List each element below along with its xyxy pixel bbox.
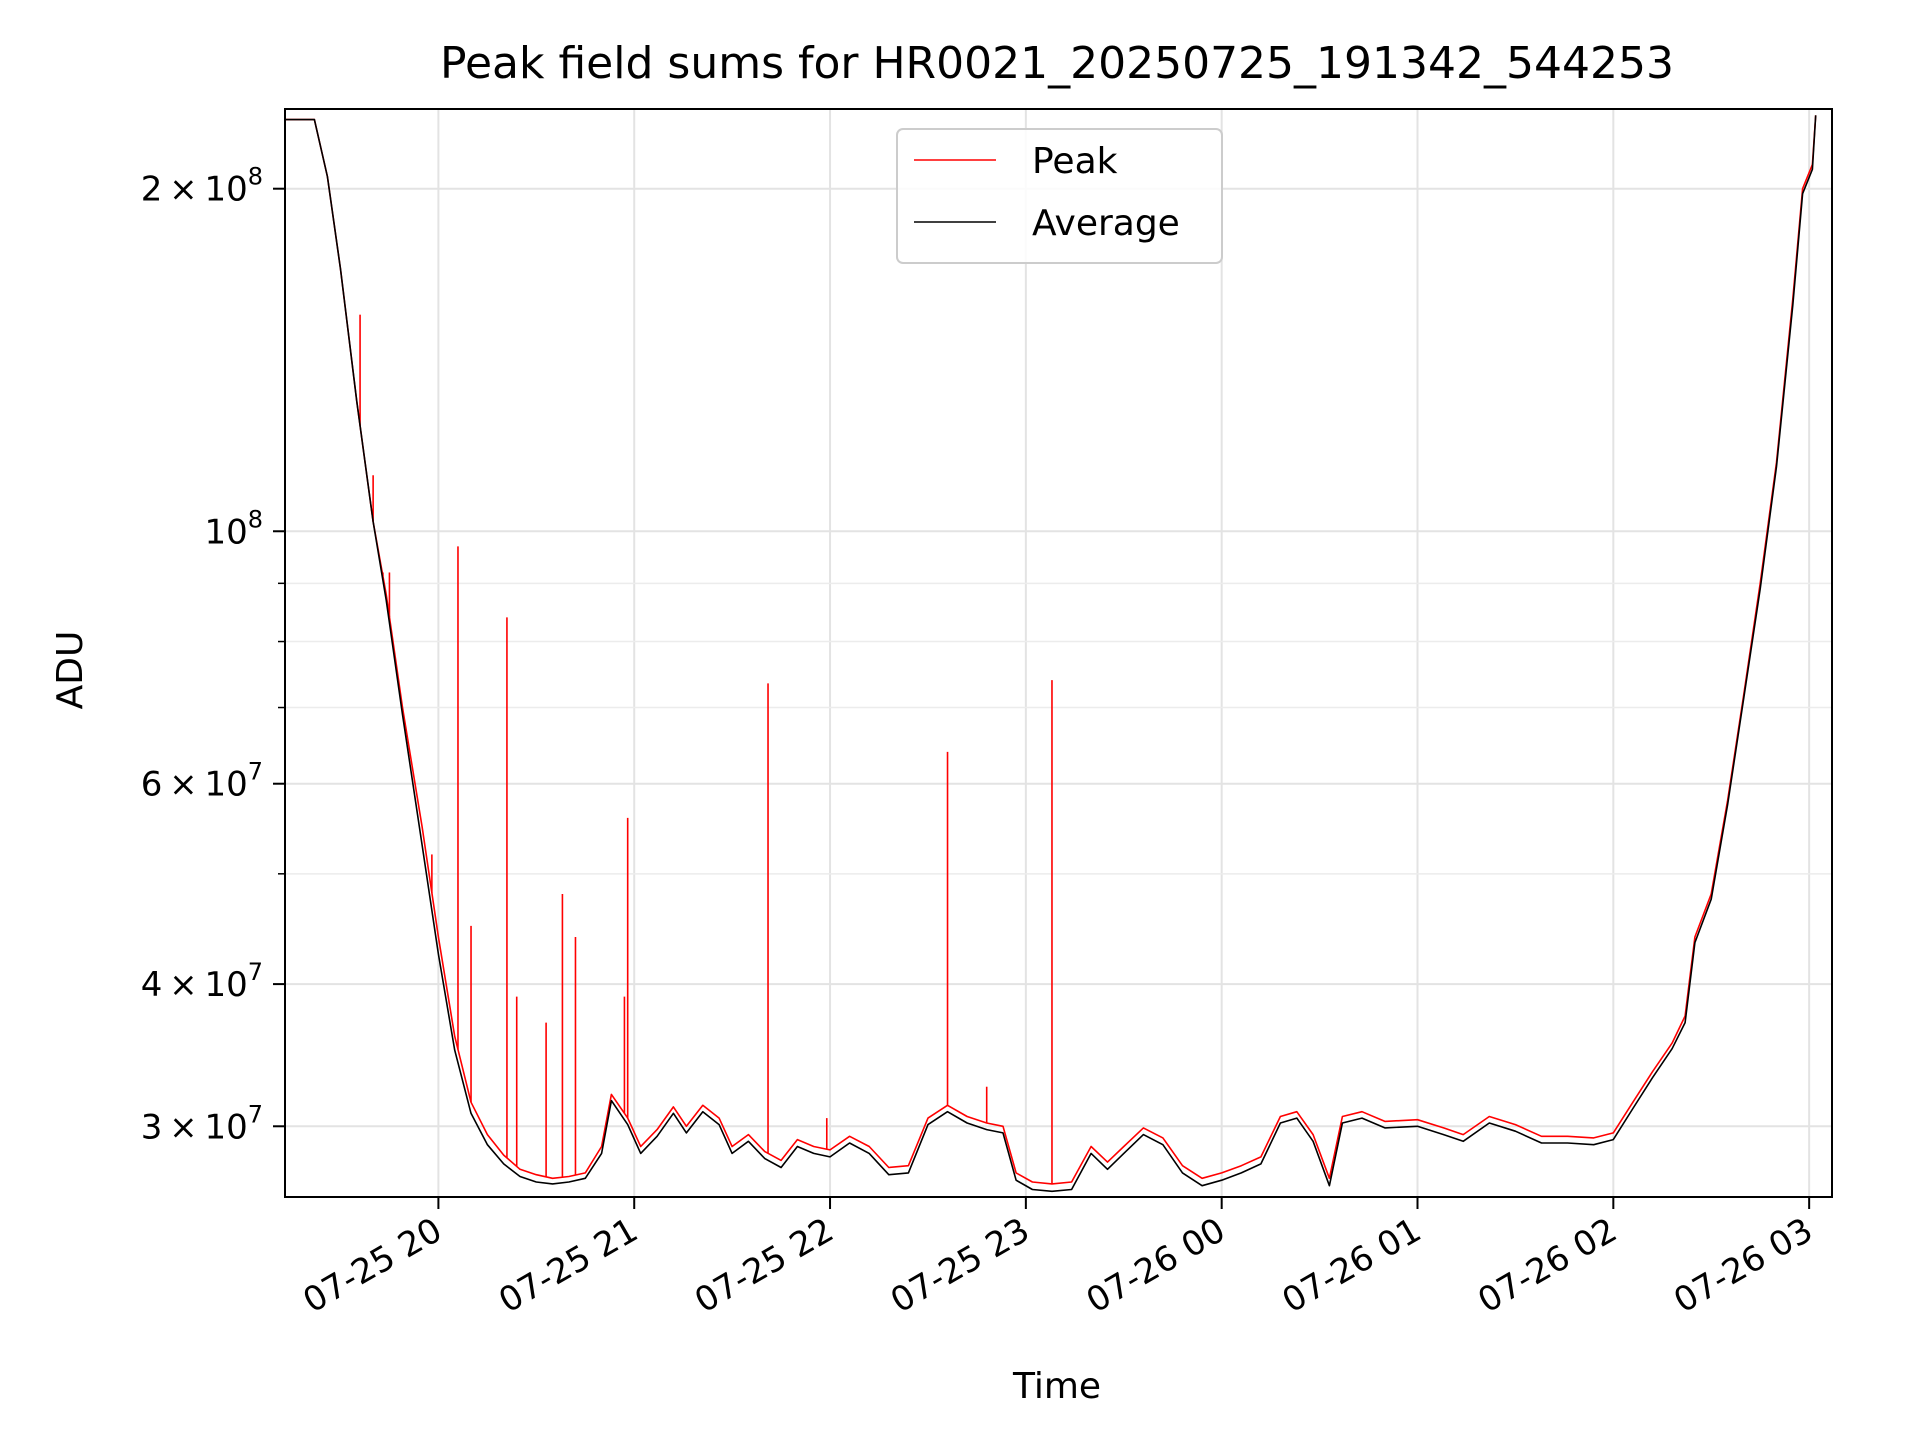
x-tick-label: 07-26 02 (1471, 1210, 1623, 1321)
legend-average-label: Average (1032, 203, 1180, 244)
x-tick-label: 07-25 22 (688, 1210, 840, 1321)
plot-frame (284, 108, 1833, 1198)
series-line-peak (285, 115, 1817, 1185)
y-tick-label: 6 × 107 (141, 758, 263, 805)
legend-box (896, 128, 1223, 264)
x-tick-label: 07-26 01 (1276, 1210, 1428, 1321)
y-axis-label: ADU (50, 631, 91, 710)
legend: Peak Average (896, 128, 1223, 264)
x-tick-label: 07-25 21 (492, 1210, 644, 1321)
x-tick-label: 07-25 23 (884, 1210, 1036, 1321)
y-tick-label: 4 × 107 (141, 958, 263, 1005)
plot-area (285, 115, 1817, 1193)
y-tick-label: 2 × 108 (141, 163, 263, 210)
axes: 07-25 20 07-25 21 07-25 22 07-25 23 07-26 00… (141, 163, 1820, 1322)
x-tick-label: 07-26 00 (1080, 1210, 1232, 1321)
y-tick-label: 108 (204, 505, 263, 552)
x-tick-label: 07-26 03 (1667, 1210, 1819, 1321)
x-axis-label: Time (1012, 1366, 1101, 1407)
chart-title: Peak field sums for HR0021_20250725_1913… (440, 38, 1674, 89)
legend-peak-label: Peak (1032, 141, 1118, 182)
series-line-average (285, 115, 1817, 1193)
y-tick-label: 3 × 107 (141, 1100, 263, 1147)
x-tick-label: 07-25 20 (297, 1210, 449, 1321)
